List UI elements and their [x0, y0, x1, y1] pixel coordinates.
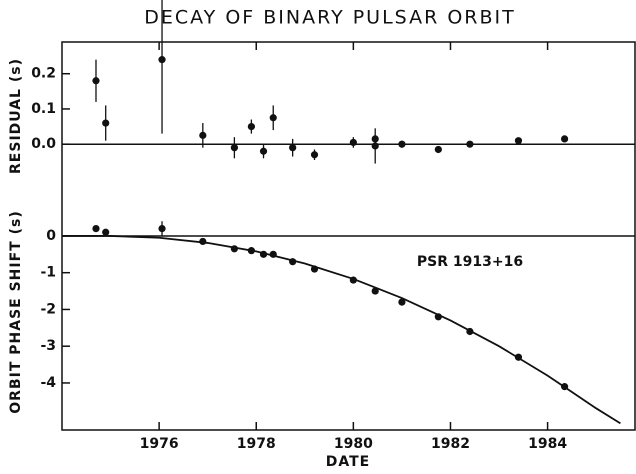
fit-curve — [62, 235, 621, 425]
data-point — [92, 77, 100, 85]
x-tick-label: 1984 — [528, 436, 567, 452]
data-point — [398, 298, 406, 306]
data-point — [514, 137, 523, 145]
chart-title: DECAY OF BINARY PULSAR ORBIT — [144, 7, 515, 29]
data-point — [92, 224, 100, 233]
data-point — [349, 138, 357, 147]
y-tick-label: -3 — [40, 338, 56, 354]
data-point — [371, 287, 379, 295]
data-point — [247, 122, 255, 131]
x-tick-label: 1976 — [140, 436, 179, 452]
y-axis-label: ORBIT PHASE SHIFT (s) — [8, 210, 24, 413]
data-point — [371, 142, 379, 150]
annotation: PSR 1913+16 — [417, 254, 523, 270]
data-point — [269, 114, 277, 122]
y-tick-label: 0.2 — [31, 66, 56, 82]
data-point — [158, 224, 166, 233]
data-point — [560, 135, 569, 143]
y-tick-label: -2 — [40, 301, 56, 317]
x-tick-label: 1980 — [334, 436, 373, 452]
y-tick-label: 0 — [46, 228, 56, 244]
data-point — [434, 145, 442, 154]
x-tick-label: 1982 — [431, 436, 470, 452]
data-point — [102, 228, 110, 236]
data-point — [102, 119, 110, 127]
y-tick-label: -4 — [40, 375, 56, 391]
data-point — [310, 151, 319, 159]
y-tick-label: 0.1 — [31, 101, 56, 117]
data-point — [398, 140, 406, 148]
y-tick-label: -1 — [40, 265, 56, 281]
data-point — [289, 144, 297, 152]
data-point — [259, 147, 268, 155]
x-tick-label: 1978 — [237, 436, 276, 452]
data-point — [158, 56, 166, 64]
x-axis-label: DATE — [326, 454, 370, 470]
data-point — [466, 140, 474, 148]
y-axis-label: RESIDUAL (s) — [8, 58, 24, 174]
data-point — [230, 144, 238, 152]
data-point — [199, 131, 207, 139]
y-tick-label: 0.0 — [31, 136, 56, 152]
